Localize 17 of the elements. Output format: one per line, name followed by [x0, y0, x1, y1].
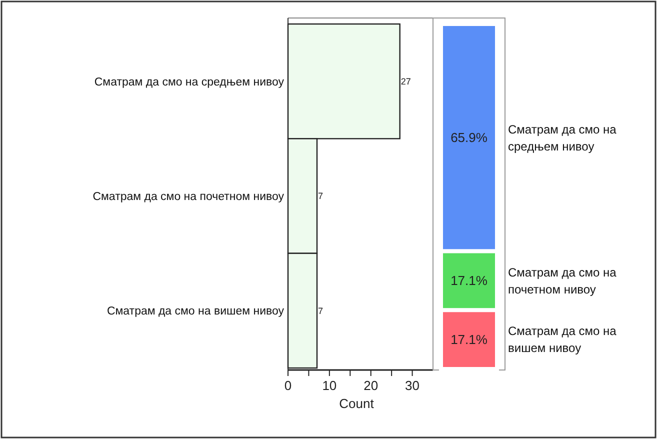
data-label: 7 — [318, 191, 324, 202]
data-label: 7 — [318, 306, 324, 316]
x-axis-title: Count — [339, 396, 374, 411]
series-label: Сматрам да смо на вишем нивоу — [508, 324, 617, 356]
data-label: 65.9% — [450, 130, 488, 146]
x-tick-label: 0 — [284, 378, 292, 393]
y-tick-label: Сматрам да смо на почетном нивоу — [92, 191, 284, 204]
x-tick-label: 20 — [364, 378, 378, 393]
y-tick-label: Сматрам да смо на вишем нивоу — [106, 306, 284, 318]
series-label: Сматрам да смо на почетном нивоу — [508, 265, 617, 296]
x-tick-label: 30 — [405, 378, 420, 393]
data-label: 27 — [400, 76, 411, 86]
data-label: 17.1% — [450, 332, 488, 348]
y-tick-label: Сматрам да смо на средњем нивоу — [94, 76, 284, 88]
data-label: 17.1% — [450, 273, 488, 288]
series-label: Сматрам да смо на средњем нивоу — [508, 122, 617, 154]
x-tick-label: 10 — [322, 378, 337, 393]
